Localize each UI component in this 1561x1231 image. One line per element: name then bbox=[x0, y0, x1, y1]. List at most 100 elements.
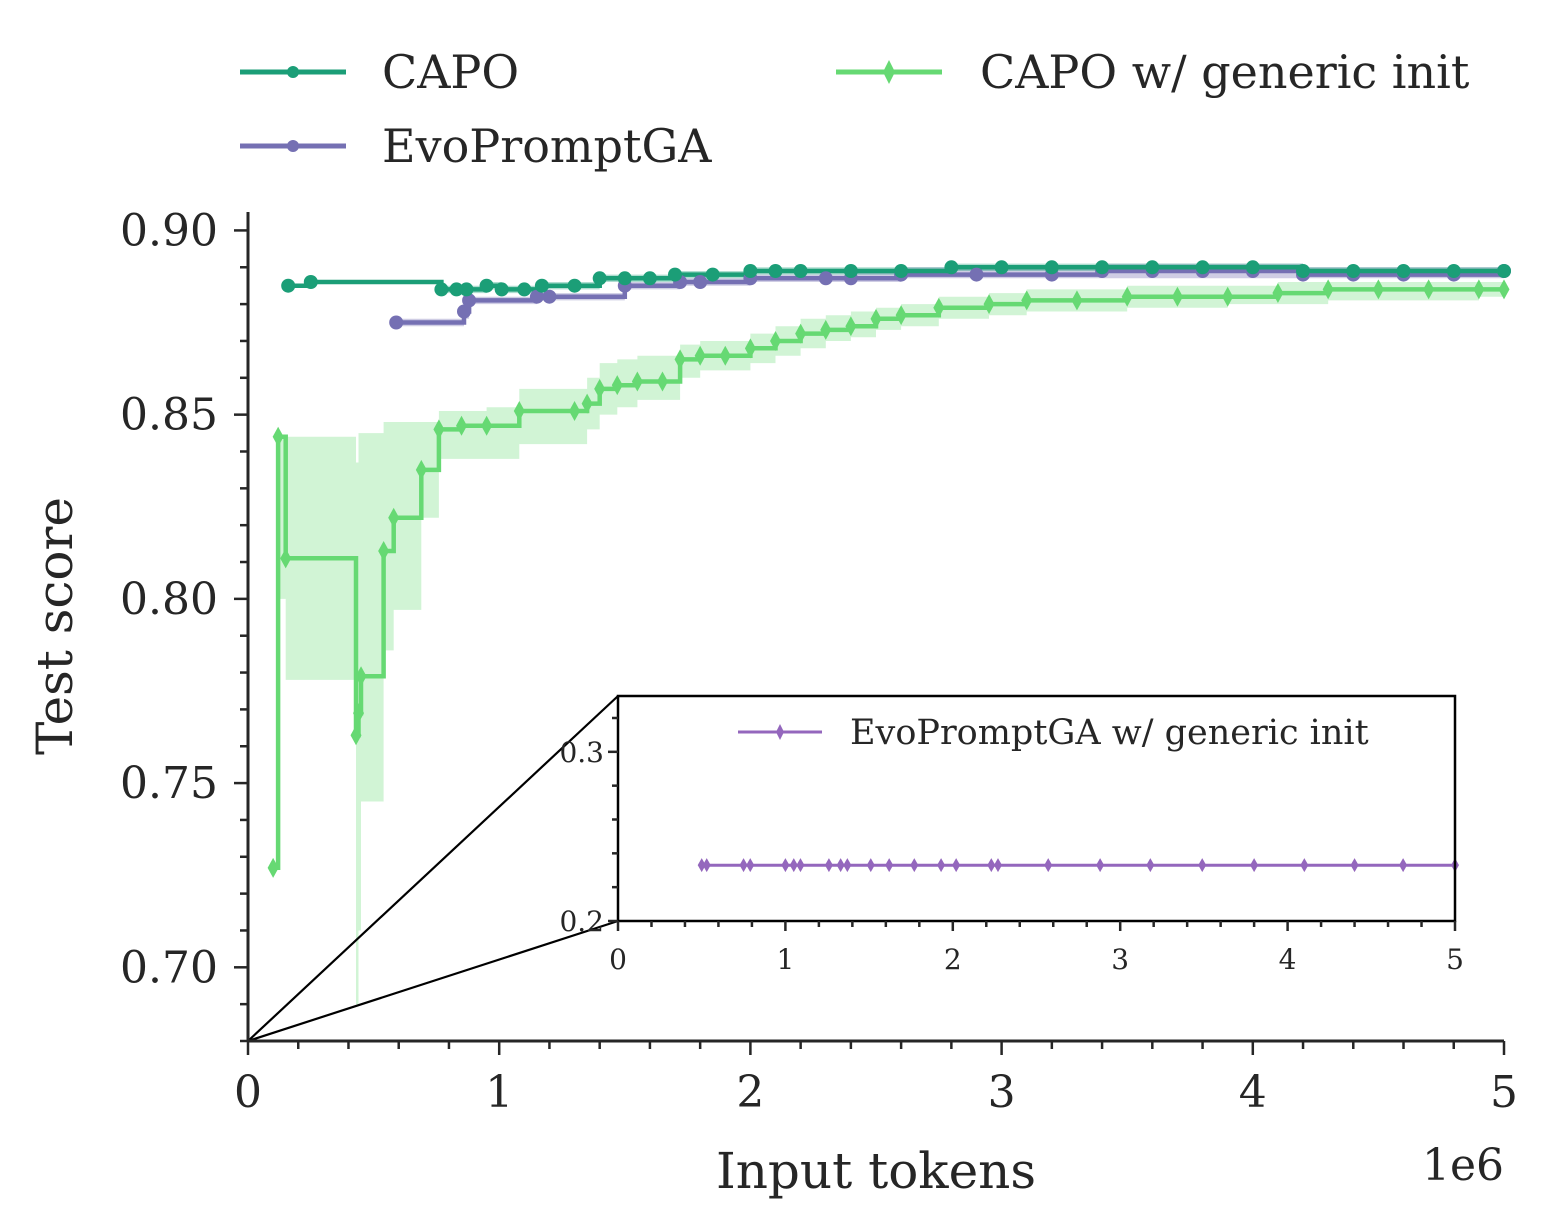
zoom-connector-bottom bbox=[247, 919, 619, 1043]
inset-point-evopromptga-w-generic-init bbox=[1350, 858, 1359, 873]
legend-entry-capo-generic: CAPO w/ generic init bbox=[836, 45, 1470, 99]
point-capo-w-generic-init bbox=[770, 330, 782, 351]
point-capo bbox=[1245, 260, 1260, 275]
legend-label-evopromptga: EvoPromptGA bbox=[382, 119, 712, 173]
point-capo bbox=[1446, 264, 1461, 278]
inset-y-tick-label: 0.2 bbox=[559, 905, 604, 938]
inset-point-evopromptga-w-generic-init bbox=[1096, 858, 1105, 873]
main-axes bbox=[246, 212, 1504, 1043]
legend-label-capo: CAPO bbox=[382, 45, 519, 99]
legend-marker-capo bbox=[287, 66, 299, 78]
inset-point-evopromptga-w-generic-init bbox=[1198, 858, 1207, 873]
x-tick-label: 3 bbox=[988, 1067, 1016, 1118]
inset-plot: 0 1 2 3 4 5 0.2 0.3 EvoPromptGA w/ generic ini… bbox=[559, 694, 1464, 976]
point-capo bbox=[793, 264, 808, 278]
inset-frame bbox=[616, 694, 1457, 923]
point-capo-w-generic-init bbox=[1272, 283, 1284, 304]
point-capo bbox=[592, 271, 607, 286]
point-capo bbox=[459, 282, 474, 297]
point-capo-w-generic-init bbox=[1372, 279, 1384, 300]
legend-entry-evopromptga: EvoPromptGA bbox=[240, 119, 712, 173]
point-capo bbox=[1195, 260, 1210, 275]
inset-point-evopromptga-w-generic-init bbox=[910, 858, 919, 873]
series-line-capo-w-generic-init bbox=[273, 287, 1504, 871]
inset-point-evopromptga-w-generic-init bbox=[781, 858, 790, 873]
point-capo-w-generic-init bbox=[355, 666, 367, 687]
point-capo-w-generic-init bbox=[433, 419, 445, 440]
inset-x-tick-label: 1 bbox=[776, 943, 794, 976]
inset-x-ticks: 0 1 2 3 4 5 bbox=[609, 921, 1464, 976]
point-evopromptga bbox=[529, 289, 544, 304]
x-tick-label: 2 bbox=[736, 1067, 764, 1118]
inset-x-tick-label: 5 bbox=[1446, 943, 1464, 976]
y-tick-label: 0.90 bbox=[120, 205, 218, 256]
point-capo-w-generic-init bbox=[631, 371, 643, 392]
inset-x-tick-label: 4 bbox=[1279, 943, 1297, 976]
inset-legend-label: EvoPromptGA w/ generic init bbox=[850, 713, 1369, 753]
point-evopromptga bbox=[462, 293, 477, 308]
point-capo-w-generic-init bbox=[267, 857, 279, 878]
x-offset-text: 1e6 bbox=[1422, 1140, 1504, 1191]
point-capo bbox=[534, 278, 549, 293]
point-capo-w-generic-init bbox=[1473, 279, 1485, 300]
point-evopromptga bbox=[457, 304, 471, 319]
inset-point-evopromptga-w-generic-init bbox=[937, 858, 946, 873]
point-capo-w-generic-init bbox=[1322, 279, 1334, 300]
inset-point-evopromptga-w-generic-init bbox=[739, 858, 748, 873]
inset-markers bbox=[697, 858, 1459, 873]
point-capo-w-generic-init bbox=[481, 415, 493, 436]
inset-legend-marker bbox=[776, 724, 784, 740]
y-ticks: 0.70 0.75 0.80 0.85 0.90 bbox=[120, 205, 248, 1043]
point-evopromptga bbox=[969, 267, 984, 282]
point-capo-w-generic-init bbox=[611, 375, 623, 396]
inset-point-evopromptga-w-generic-init bbox=[866, 858, 875, 873]
x-tick-label: 0 bbox=[234, 1067, 262, 1118]
point-capo-w-generic-init bbox=[1121, 286, 1133, 307]
inset-point-evopromptga-w-generic-init bbox=[796, 858, 805, 873]
inset-point-evopromptga-w-generic-init bbox=[702, 858, 711, 873]
inset-point-evopromptga-w-generic-init bbox=[885, 858, 894, 873]
point-capo-w-generic-init bbox=[280, 548, 292, 569]
inset-point-evopromptga-w-generic-init bbox=[1044, 858, 1053, 873]
point-evopromptga bbox=[542, 289, 557, 304]
point-capo bbox=[1296, 264, 1310, 278]
point-capo-w-generic-init bbox=[350, 725, 362, 746]
point-capo bbox=[944, 260, 959, 275]
point-capo bbox=[617, 271, 632, 286]
point-capo-w-generic-init bbox=[820, 319, 832, 340]
point-capo bbox=[1396, 264, 1411, 278]
inset-point-evopromptga-w-generic-init bbox=[1146, 858, 1155, 873]
inset-point-evopromptga-w-generic-init bbox=[746, 858, 755, 873]
inset-point-evopromptga-w-generic-init bbox=[993, 858, 1002, 873]
y-tick-label: 0.70 bbox=[120, 942, 218, 993]
point-capo-w-generic-init bbox=[388, 507, 400, 528]
inset-legend: EvoPromptGA w/ generic init bbox=[738, 713, 1369, 753]
point-capo bbox=[642, 271, 657, 286]
point-capo-w-generic-init bbox=[378, 540, 390, 561]
point-capo bbox=[843, 264, 858, 278]
point-capo bbox=[1497, 264, 1511, 278]
inset-point-evopromptga-w-generic-init bbox=[843, 858, 852, 873]
point-capo-w-generic-init bbox=[1021, 290, 1033, 311]
point-capo bbox=[1095, 260, 1110, 275]
point-capo-w-generic-init bbox=[1498, 279, 1510, 300]
point-capo-w-generic-init bbox=[983, 294, 995, 315]
point-capo-w-generic-init bbox=[656, 371, 668, 392]
legend-marker-capo-generic bbox=[883, 60, 895, 84]
inset-x-tick-label: 0 bbox=[609, 943, 627, 976]
inset-point-evopromptga-w-generic-init bbox=[1399, 858, 1408, 873]
point-evopromptga bbox=[818, 271, 833, 286]
point-capo bbox=[517, 282, 532, 297]
point-capo-w-generic-init bbox=[272, 426, 284, 447]
point-capo-w-generic-init bbox=[1071, 290, 1083, 311]
x-tick-label: 1 bbox=[485, 1067, 513, 1118]
point-capo-w-generic-init bbox=[674, 349, 686, 370]
legend-marker-evopromptga bbox=[287, 140, 299, 152]
main-markers bbox=[267, 260, 1511, 878]
point-capo bbox=[479, 278, 494, 293]
point-capo-w-generic-init bbox=[895, 305, 907, 326]
point-capo-w-generic-init bbox=[845, 316, 857, 337]
point-capo-w-generic-init bbox=[1222, 286, 1234, 307]
point-capo bbox=[1145, 260, 1160, 275]
x-ticks: 0 1 2 3 4 5 bbox=[234, 1041, 1518, 1118]
